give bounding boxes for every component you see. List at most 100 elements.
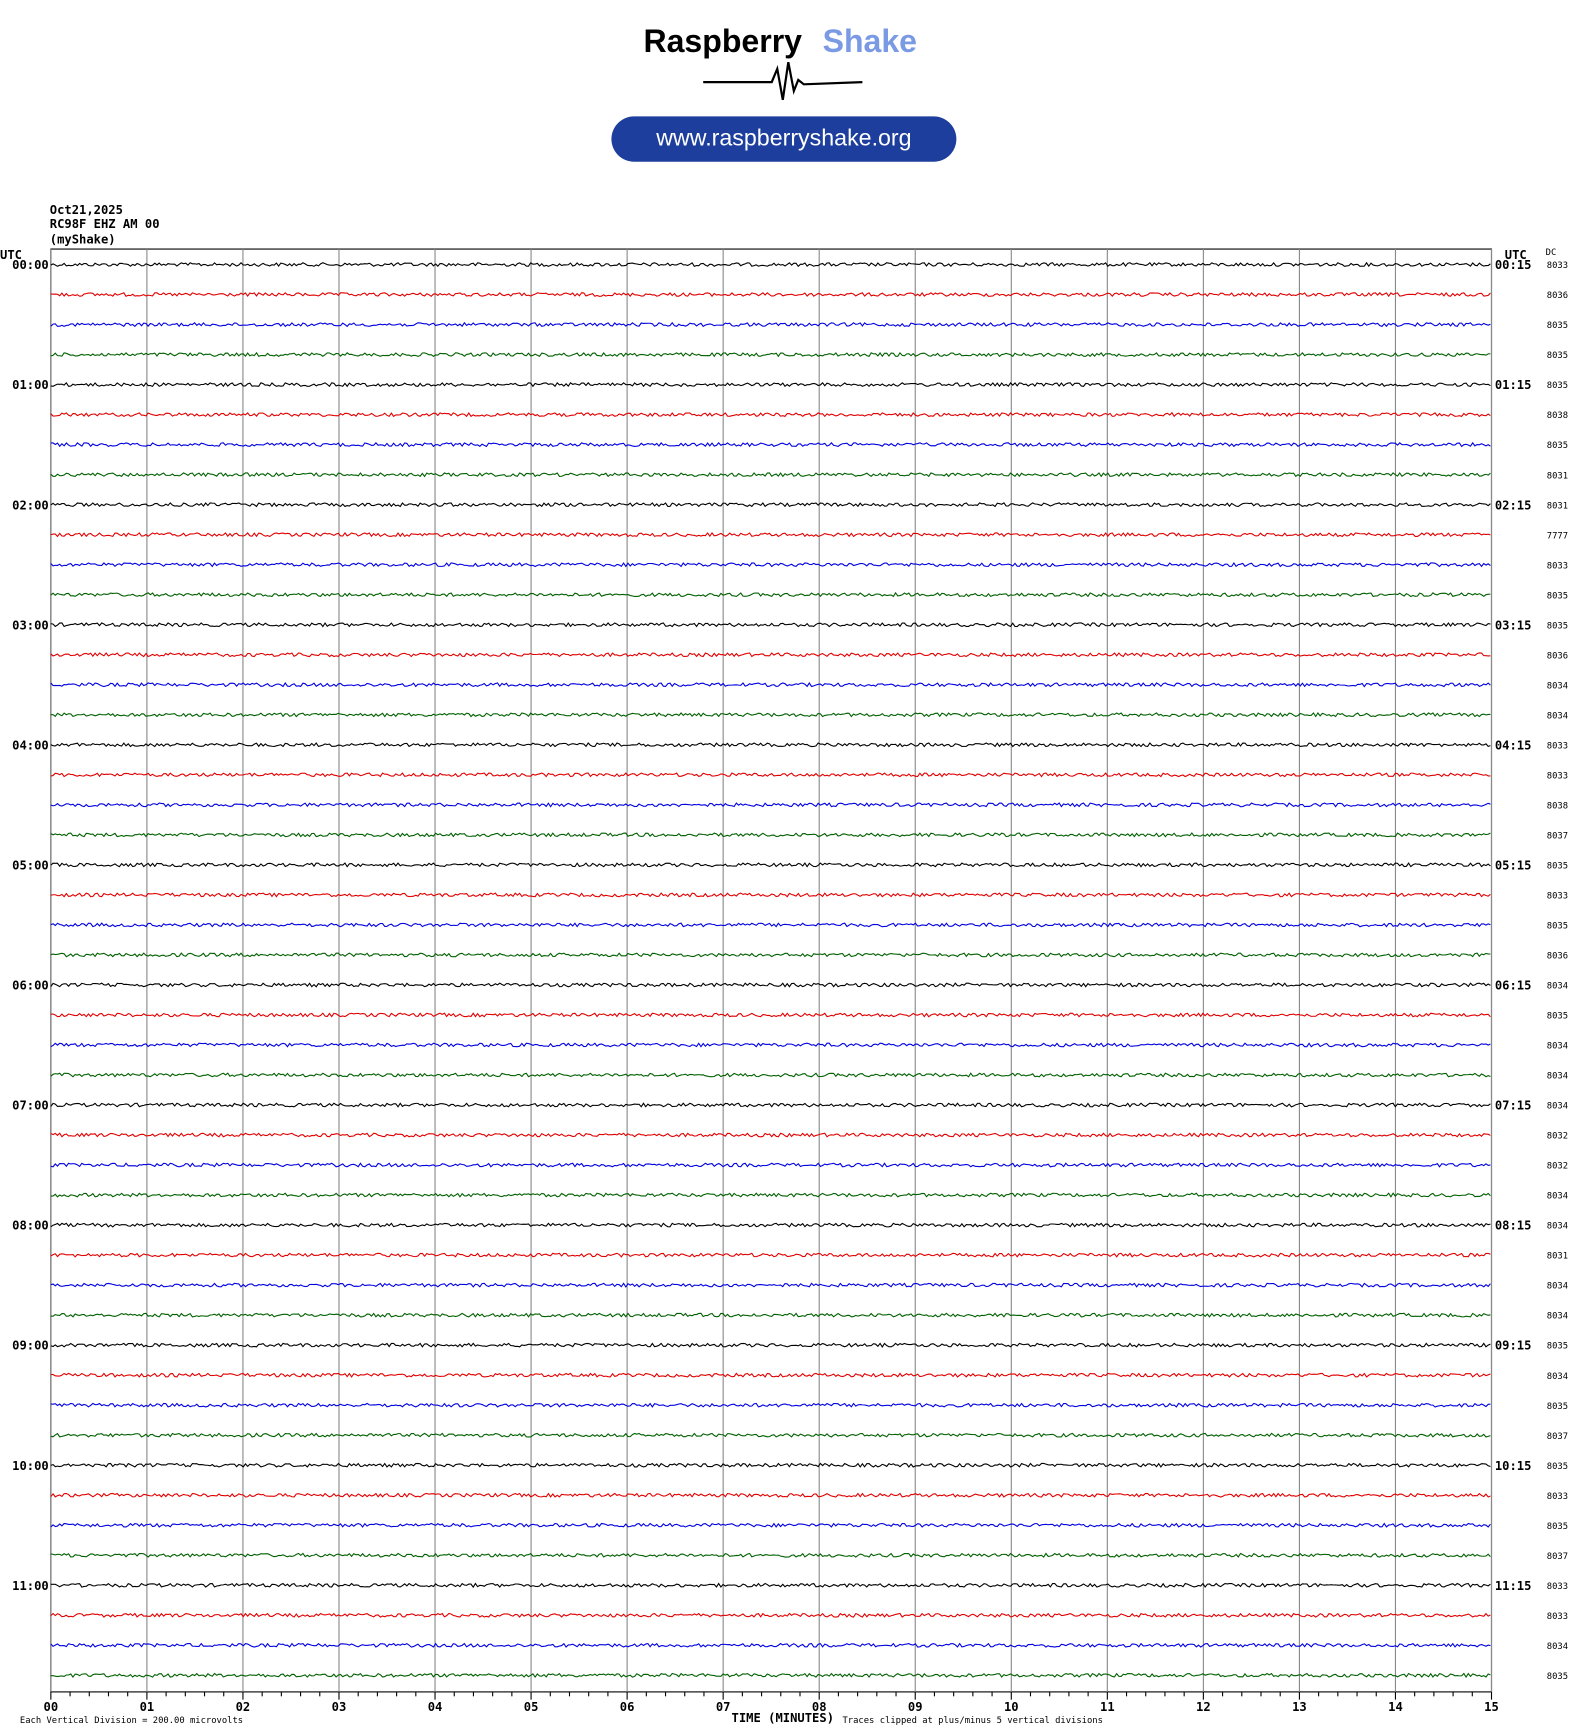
dc-value: 8037 xyxy=(1547,831,1568,841)
trace xyxy=(50,1162,1491,1168)
dc-value: 8033 xyxy=(1547,561,1568,571)
trace xyxy=(50,682,1491,688)
trace xyxy=(50,1432,1491,1438)
trace xyxy=(50,1192,1491,1198)
dc-value: 8035 xyxy=(1547,591,1568,601)
trace xyxy=(50,1252,1491,1258)
dc-value: 8033 xyxy=(1547,1612,1568,1622)
trace xyxy=(50,532,1491,538)
end-label: 04:15 xyxy=(1495,738,1532,752)
trace xyxy=(50,291,1491,298)
hour-label: 10:00 xyxy=(12,1459,49,1473)
hour-label: 06:00 xyxy=(12,979,49,993)
trace xyxy=(50,502,1491,508)
trace xyxy=(50,1132,1491,1138)
dc-value: 8038 xyxy=(1547,411,1568,421)
x-tick-label: 10 xyxy=(1004,1700,1019,1714)
trace xyxy=(50,1372,1491,1378)
dc-value: 8034 xyxy=(1547,1222,1568,1232)
trace xyxy=(50,321,1491,328)
trace xyxy=(50,772,1491,778)
end-label: 08:15 xyxy=(1495,1219,1532,1233)
trace xyxy=(50,1102,1491,1108)
x-tick-label: 06 xyxy=(620,1700,635,1714)
x-tick-label: 08 xyxy=(812,1700,827,1714)
x-tick-label: 07 xyxy=(716,1700,731,1714)
trace xyxy=(50,1342,1491,1348)
dc-value: 8034 xyxy=(1547,1042,1568,1052)
left-axis-label: UTC xyxy=(0,248,22,262)
trace xyxy=(50,712,1491,718)
dc-value: 7777 xyxy=(1547,531,1568,541)
scale-note: Each Vertical Division = 200.00 microvol… xyxy=(20,1716,243,1726)
end-label: 07:15 xyxy=(1495,1099,1532,1113)
dc-value: 8035 xyxy=(1547,1012,1568,1022)
end-label: 05:15 xyxy=(1495,858,1532,872)
trace xyxy=(50,591,1491,598)
end-label: 11:15 xyxy=(1495,1579,1532,1593)
dc-value: 8036 xyxy=(1547,291,1568,301)
trace xyxy=(50,622,1491,628)
dc-value: 8034 xyxy=(1547,1192,1568,1202)
end-label: 06:15 xyxy=(1495,979,1532,993)
dc-value: 8034 xyxy=(1547,1312,1568,1322)
trace xyxy=(50,802,1491,808)
trace xyxy=(50,982,1491,988)
trace xyxy=(50,411,1491,418)
x-tick-label: 15 xyxy=(1484,1700,1499,1714)
trace xyxy=(50,1042,1491,1048)
hour-label: 04:00 xyxy=(12,738,49,752)
x-tick-label: 02 xyxy=(236,1700,251,1714)
dc-value: 8034 xyxy=(1547,1642,1568,1652)
end-label: 10:15 xyxy=(1495,1459,1532,1473)
trace xyxy=(50,652,1491,658)
dc-value: 8031 xyxy=(1547,471,1568,481)
dc-value: 8034 xyxy=(1547,982,1568,992)
trace xyxy=(50,1492,1491,1498)
dc-value: 8033 xyxy=(1547,891,1568,901)
hour-label: 00:00 xyxy=(12,258,49,272)
trace xyxy=(50,1552,1491,1558)
trace xyxy=(50,1642,1491,1648)
dc-value: 8032 xyxy=(1547,1162,1568,1172)
dc-value: 8034 xyxy=(1547,1282,1568,1292)
dc-value: 8035 xyxy=(1547,441,1568,451)
dc-value: 8035 xyxy=(1547,922,1568,932)
dc-value: 8033 xyxy=(1547,1492,1568,1502)
hour-label: 01:00 xyxy=(12,378,49,392)
trace xyxy=(50,381,1491,388)
trace xyxy=(50,832,1491,838)
x-tick-label: 09 xyxy=(908,1700,923,1714)
trace xyxy=(50,1312,1491,1318)
trace xyxy=(50,892,1491,898)
dc-value: 8033 xyxy=(1547,1582,1568,1592)
dc-value: 8035 xyxy=(1547,621,1568,631)
date: Oct21,2025 xyxy=(50,203,123,217)
hour-label: 03:00 xyxy=(12,618,49,632)
dc-value: 8036 xyxy=(1547,651,1568,661)
dc-value: 8035 xyxy=(1547,1402,1568,1412)
trace xyxy=(50,742,1491,748)
url-pill[interactable] xyxy=(611,116,957,162)
station: RC98F EHZ AM 00 xyxy=(50,217,160,231)
trace xyxy=(50,952,1491,958)
trace xyxy=(50,1282,1491,1288)
dc-value: 8034 xyxy=(1547,1372,1568,1382)
x-axis-label: TIME (MINUTES) xyxy=(732,1711,834,1725)
dc-value: 8035 xyxy=(1547,1462,1568,1472)
dc-value: 8033 xyxy=(1547,741,1568,751)
url[interactable]: www.raspberryshake.org xyxy=(655,125,911,151)
x-tick-label: 11 xyxy=(1100,1700,1115,1714)
frame xyxy=(50,248,1493,1693)
end-label: 09:15 xyxy=(1495,1339,1532,1353)
hour-label: 02:00 xyxy=(12,498,49,512)
dc-value: 8035 xyxy=(1547,1522,1568,1532)
end-label: 03:15 xyxy=(1495,618,1532,632)
x-tick-label: 00 xyxy=(44,1700,59,1714)
dc-value: 8033 xyxy=(1547,771,1568,781)
trace xyxy=(50,1522,1491,1528)
end-label: 01:15 xyxy=(1495,378,1532,392)
trace xyxy=(50,862,1491,868)
hour-label: 08:00 xyxy=(12,1219,49,1233)
x-tick-label: 14 xyxy=(1388,1700,1403,1714)
